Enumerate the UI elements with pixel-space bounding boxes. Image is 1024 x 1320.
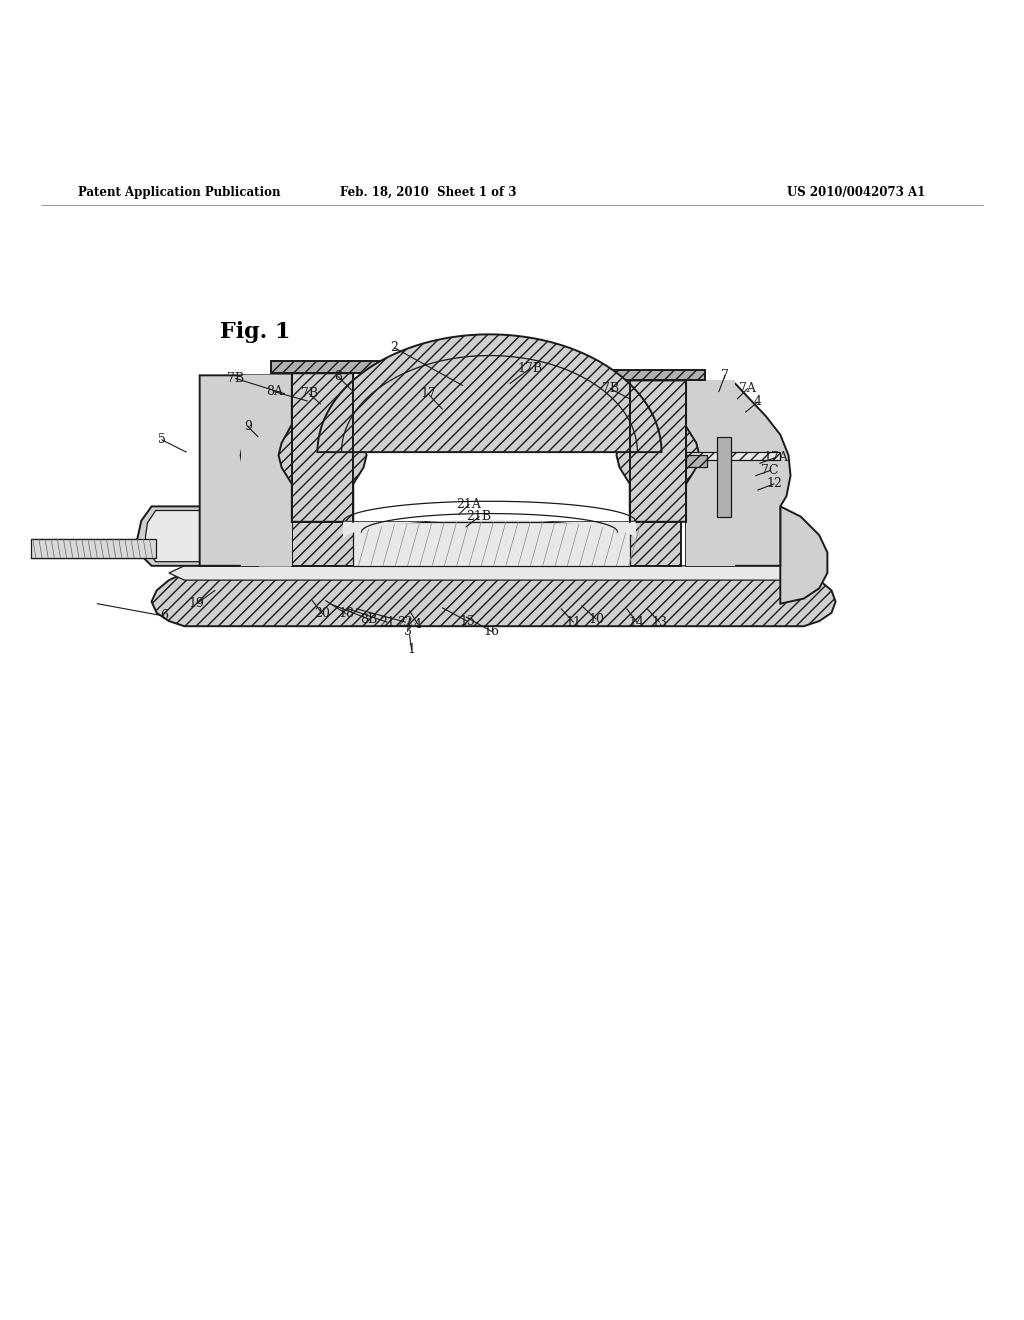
Polygon shape bbox=[717, 437, 731, 516]
Text: 19: 19 bbox=[188, 597, 205, 610]
Text: 15: 15 bbox=[459, 615, 475, 627]
Text: 3: 3 bbox=[403, 624, 412, 638]
Text: 14: 14 bbox=[629, 615, 645, 628]
Polygon shape bbox=[686, 380, 791, 566]
Text: 12: 12 bbox=[766, 478, 782, 490]
Polygon shape bbox=[612, 370, 705, 380]
Text: 13: 13 bbox=[651, 615, 668, 628]
Text: 11: 11 bbox=[565, 615, 582, 628]
Polygon shape bbox=[686, 453, 780, 461]
Text: 17B: 17B bbox=[518, 362, 543, 375]
Polygon shape bbox=[152, 573, 836, 626]
Text: 16: 16 bbox=[483, 624, 500, 638]
Text: Feb. 18, 2010  Sheet 1 of 3: Feb. 18, 2010 Sheet 1 of 3 bbox=[340, 186, 516, 198]
Polygon shape bbox=[137, 507, 238, 566]
Polygon shape bbox=[343, 520, 636, 540]
Text: US 2010/0042073 A1: US 2010/0042073 A1 bbox=[786, 186, 926, 198]
Text: 21B: 21B bbox=[467, 510, 492, 523]
Text: 8: 8 bbox=[334, 370, 342, 383]
Text: 1: 1 bbox=[408, 643, 416, 656]
Text: Fig. 1: Fig. 1 bbox=[220, 321, 291, 343]
Text: 18: 18 bbox=[338, 607, 354, 620]
Polygon shape bbox=[686, 380, 735, 566]
Polygon shape bbox=[271, 360, 379, 374]
Polygon shape bbox=[353, 521, 630, 566]
Polygon shape bbox=[317, 334, 662, 453]
Text: 7: 7 bbox=[721, 368, 729, 381]
Text: 17A: 17A bbox=[764, 450, 788, 463]
Text: 4: 4 bbox=[414, 618, 422, 631]
Text: 21A: 21A bbox=[457, 498, 481, 511]
Text: 22: 22 bbox=[397, 615, 414, 628]
Text: 21: 21 bbox=[379, 615, 395, 628]
Polygon shape bbox=[780, 507, 827, 603]
Text: 7A: 7A bbox=[739, 383, 756, 395]
Text: 7C: 7C bbox=[761, 465, 779, 477]
Text: 6: 6 bbox=[160, 610, 168, 623]
Text: Patent Application Publication: Patent Application Publication bbox=[78, 186, 281, 198]
Text: 4: 4 bbox=[754, 396, 762, 408]
Polygon shape bbox=[31, 539, 156, 557]
Text: 7B: 7B bbox=[301, 387, 317, 400]
Text: 2: 2 bbox=[390, 341, 398, 354]
Text: 7B: 7B bbox=[227, 372, 244, 385]
Polygon shape bbox=[200, 375, 292, 566]
Polygon shape bbox=[279, 374, 367, 521]
Text: 20: 20 bbox=[314, 607, 331, 620]
Text: 5: 5 bbox=[158, 433, 166, 446]
Polygon shape bbox=[686, 455, 707, 467]
Polygon shape bbox=[616, 380, 699, 521]
Polygon shape bbox=[241, 375, 292, 566]
Text: 17: 17 bbox=[420, 387, 436, 400]
Polygon shape bbox=[292, 521, 681, 566]
Text: 7B: 7B bbox=[602, 383, 618, 395]
Polygon shape bbox=[169, 566, 819, 579]
Text: 9: 9 bbox=[244, 420, 252, 433]
Polygon shape bbox=[145, 511, 231, 562]
Text: 8A: 8A bbox=[266, 385, 283, 399]
Text: 10: 10 bbox=[588, 612, 604, 626]
Text: 8B: 8B bbox=[360, 612, 377, 626]
